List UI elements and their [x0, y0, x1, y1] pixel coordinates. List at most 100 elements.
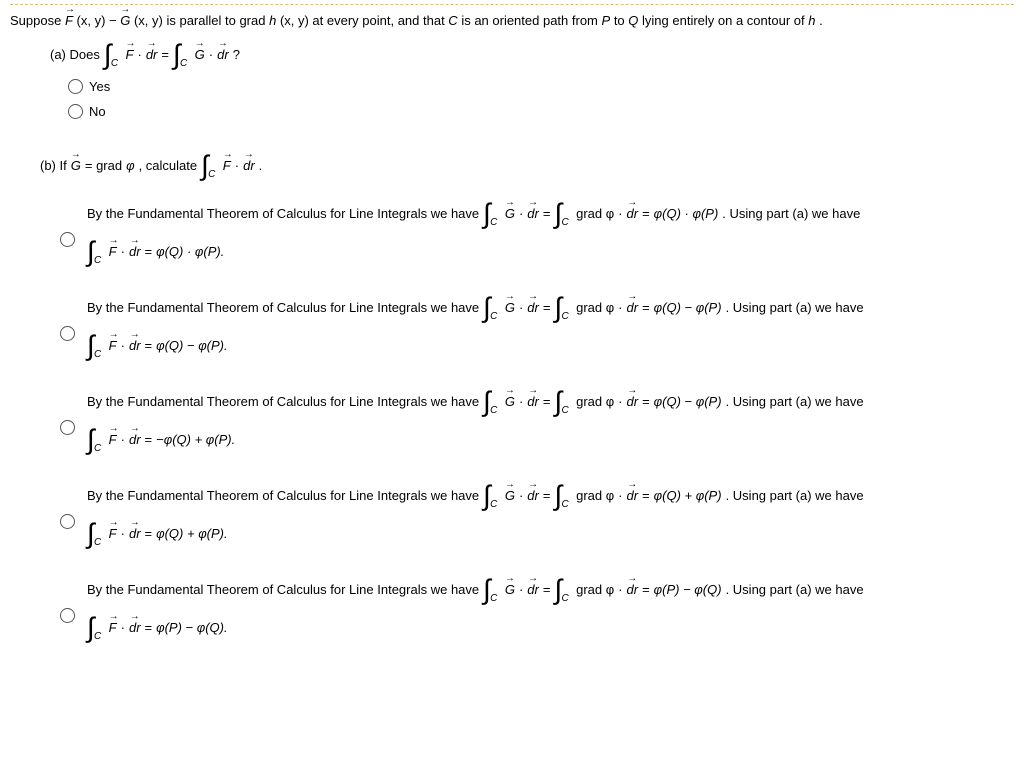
- vector-G: G: [195, 45, 205, 65]
- vector-G: G: [505, 204, 515, 224]
- vector-dr: dr: [627, 580, 639, 600]
- dot: ·: [519, 580, 523, 600]
- dot: ·: [121, 430, 125, 450]
- part-a-equation: (a) Does ∫ F · dr = ∫ G · dr ?: [50, 41, 1014, 69]
- vector-dr: dr: [527, 486, 539, 506]
- dot: ·: [519, 392, 523, 412]
- var-h2: h: [808, 13, 815, 28]
- equals: =: [543, 392, 551, 412]
- rhs2: φ(P) − φ(Q).: [156, 618, 228, 638]
- rhs1: φ(Q) + φ(P): [654, 486, 722, 506]
- option-row[interactable]: By the Fundamental Theorem of Calculus f…: [60, 200, 1014, 266]
- equals: =: [642, 298, 650, 318]
- option-line-2: ∫F · dr = −φ(Q) + φ(P).: [87, 426, 1014, 454]
- grad-phi: grad φ: [576, 486, 614, 506]
- vector-dr: dr: [146, 45, 158, 65]
- using-a: . Using part (a) we have: [726, 392, 864, 412]
- option-body: By the Fundamental Theorem of Calculus f…: [87, 388, 1014, 454]
- integral-icon: ∫: [554, 200, 562, 228]
- vector-F: F: [65, 11, 73, 31]
- integral-icon: ∫: [554, 482, 562, 510]
- integral-icon: ∫: [104, 41, 112, 69]
- radio-icon: [60, 326, 75, 341]
- using-a: . Using part (a) we have: [726, 298, 864, 318]
- vector-F: F: [223, 156, 231, 176]
- ftc-text: By the Fundamental Theorem of Calculus f…: [87, 486, 479, 506]
- ftc-text: By the Fundamental Theorem of Calculus f…: [87, 298, 479, 318]
- using-a: . Using part (a) we have: [726, 580, 864, 600]
- option-line-2: ∫F · dr = φ(P) − φ(Q).: [87, 614, 1014, 642]
- equals: =: [161, 45, 169, 65]
- vector-G: G: [505, 298, 515, 318]
- text: (x, y) is parallel to grad: [134, 13, 269, 28]
- integral-icon: ∫: [87, 614, 95, 642]
- radio-icon: [68, 104, 83, 119]
- vector-dr: dr: [527, 392, 539, 412]
- dot: ·: [121, 336, 125, 356]
- vector-dr: dr: [527, 298, 539, 318]
- rhs2: φ(Q) · φ(P).: [156, 242, 224, 262]
- dot: ·: [209, 45, 213, 65]
- integral-icon: ∫: [483, 294, 491, 322]
- integral-icon: ∫: [201, 152, 209, 180]
- question-mark: ?: [233, 45, 240, 65]
- radio-icon: [60, 608, 75, 623]
- dot: ·: [618, 392, 622, 412]
- equals: =: [642, 580, 650, 600]
- vector-dr: dr: [217, 45, 229, 65]
- vector-F: F: [109, 430, 117, 450]
- option-line-1: By the Fundamental Theorem of Calculus f…: [87, 576, 1014, 604]
- text: .: [819, 13, 823, 28]
- ftc-text: By the Fundamental Theorem of Calculus f…: [87, 392, 479, 412]
- rhs1: φ(Q) · φ(P): [654, 204, 719, 224]
- integral-icon: ∫: [483, 482, 491, 510]
- equals: =: [145, 242, 153, 262]
- vector-G: G: [505, 392, 515, 412]
- equals: =: [145, 430, 153, 450]
- option-row[interactable]: By the Fundamental Theorem of Calculus f…: [60, 482, 1014, 548]
- vector-G: G: [71, 156, 81, 176]
- radio-icon: [60, 514, 75, 529]
- dot: ·: [519, 298, 523, 318]
- rhs1: φ(Q) − φ(P): [654, 392, 722, 412]
- option-row[interactable]: By the Fundamental Theorem of Calculus f…: [60, 294, 1014, 360]
- option-row[interactable]: By the Fundamental Theorem of Calculus f…: [60, 388, 1014, 454]
- option-line-2: ∫F · dr = φ(Q) − φ(P).: [87, 332, 1014, 360]
- radio-no[interactable]: No: [68, 102, 1014, 122]
- text: (b) If: [40, 156, 67, 176]
- integral-icon: ∫: [87, 520, 95, 548]
- part-a: (a) Does ∫ F · dr = ∫ G · dr ? Yes No: [50, 41, 1014, 122]
- vector-dr: dr: [527, 580, 539, 600]
- integral-icon: ∫: [173, 41, 181, 69]
- dot: ·: [519, 204, 523, 224]
- option-body: By the Fundamental Theorem of Calculus f…: [87, 576, 1014, 642]
- dot: ·: [618, 298, 622, 318]
- vector-dr: dr: [527, 204, 539, 224]
- grad-phi: grad φ: [576, 298, 614, 318]
- vector-F: F: [109, 618, 117, 638]
- integral-icon: ∫: [483, 388, 491, 416]
- vector-dr: dr: [129, 430, 141, 450]
- integral-icon: ∫: [87, 426, 95, 454]
- text: is an oriented path from: [461, 13, 601, 28]
- option-row[interactable]: By the Fundamental Theorem of Calculus f…: [60, 576, 1014, 642]
- text: Suppose: [10, 13, 65, 28]
- vector-G: G: [505, 580, 515, 600]
- radio-yes[interactable]: Yes: [68, 77, 1014, 97]
- equals: =: [642, 204, 650, 224]
- text: , calculate: [139, 156, 198, 176]
- rhs1: φ(P) − φ(Q): [654, 580, 722, 600]
- radio-icon: [60, 420, 75, 435]
- var-C: C: [448, 13, 457, 28]
- dot: ·: [121, 242, 125, 262]
- rhs2: φ(Q) + φ(P).: [156, 524, 228, 544]
- option-line-2: ∫F · dr = φ(Q) + φ(P).: [87, 520, 1014, 548]
- equals: =: [642, 392, 650, 412]
- rhs2: φ(Q) − φ(P).: [156, 336, 228, 356]
- equals: =: [543, 580, 551, 600]
- problem-statement: Suppose F (x, y) − G (x, y) is parallel …: [10, 11, 1014, 31]
- option-line-1: By the Fundamental Theorem of Calculus f…: [87, 482, 1014, 510]
- radio-icon: [60, 232, 75, 247]
- integral-icon: ∫: [483, 200, 491, 228]
- vector-dr: dr: [627, 298, 639, 318]
